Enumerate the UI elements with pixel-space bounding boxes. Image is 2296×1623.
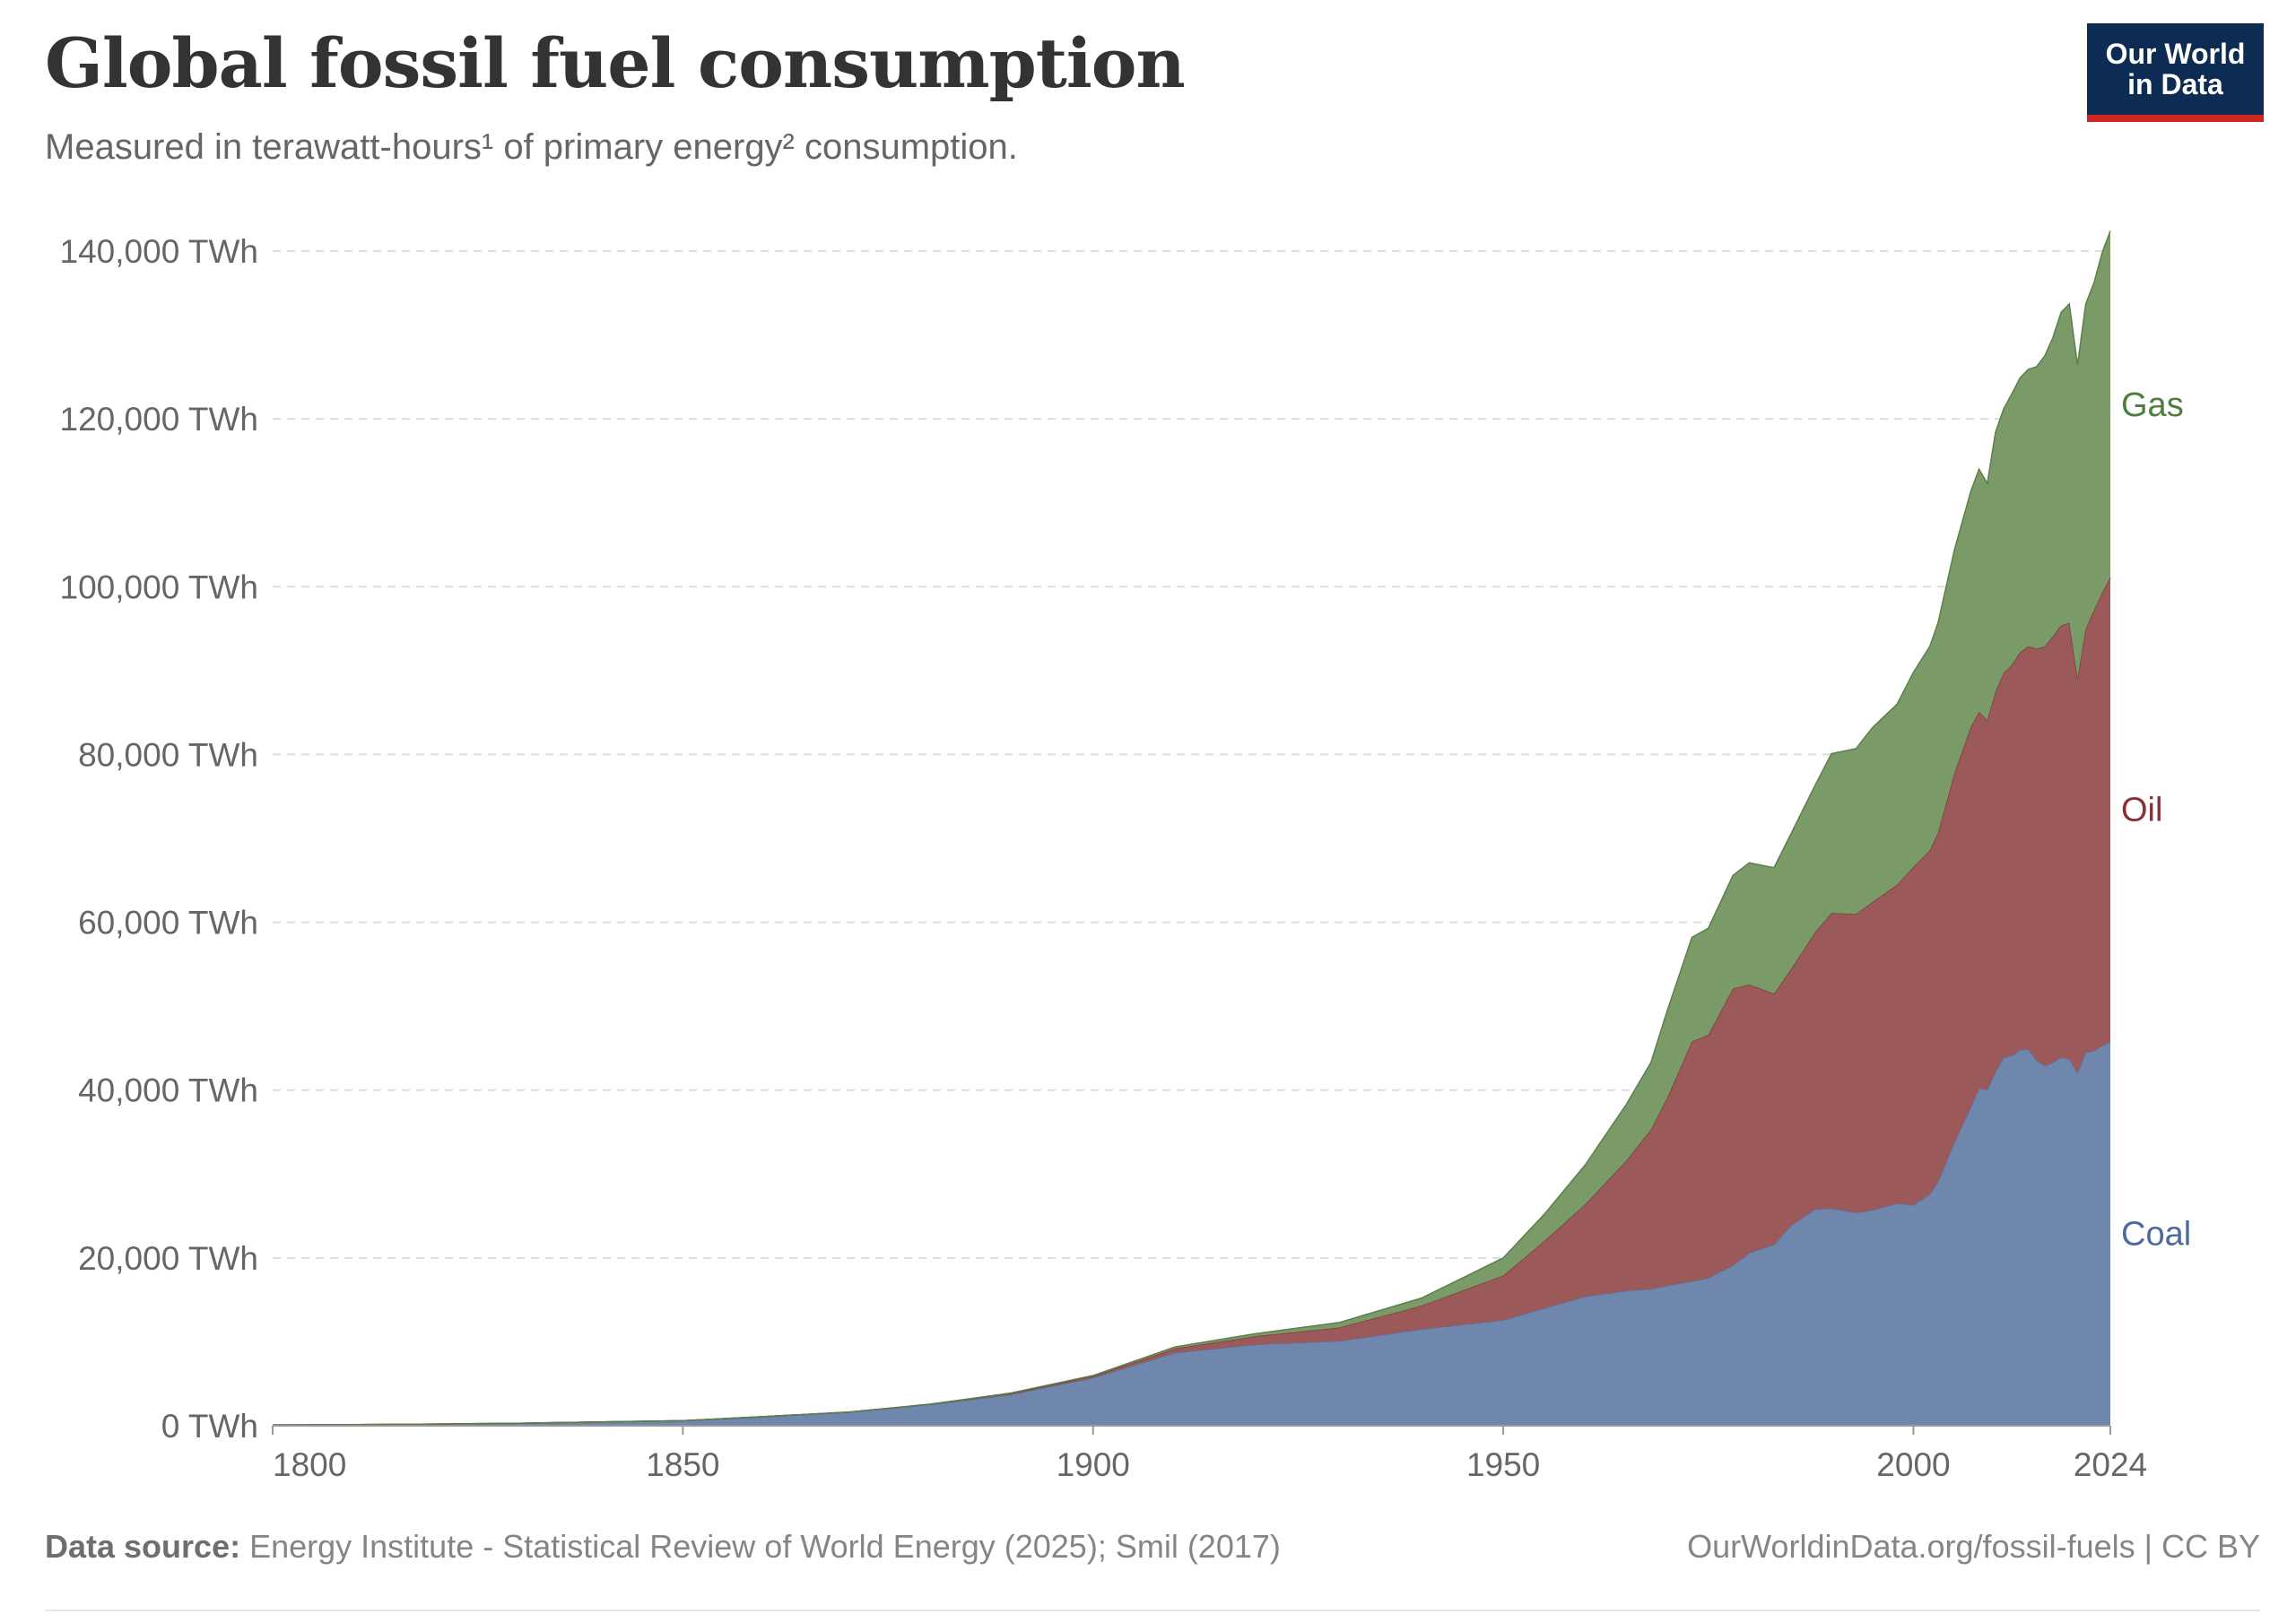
y-tick-label: 80,000 TWh	[78, 736, 258, 773]
x-axis: 1800 1850 1900 1950 2000 2024	[272, 1425, 2147, 1483]
y-tick-label: 140,000 TWh	[60, 233, 258, 270]
stacked-area-chart: 0 TWh 20,000 TWh 40,000 TWh 60,000 TWh 80,00…	[60, 230, 2191, 1483]
series-label-oil[interactable]: Oil	[2121, 792, 2162, 829]
data-source: Data source: Energy Institute - Statisti…	[45, 1528, 1281, 1566]
logo-line-1: Our World	[2105, 38, 2246, 70]
chart-subtitle: Measured in terawatt-hours¹ of primary e…	[45, 127, 1018, 167]
x-tick-label: 2024	[2074, 1446, 2147, 1483]
y-axis: 0 TWh 20,000 TWh 40,000 TWh 60,000 TWh 80,00…	[60, 233, 258, 1445]
x-tick-label: 1950	[1466, 1446, 1540, 1483]
chart-title: Global fossil fuel consumption	[45, 23, 1186, 103]
data-source-text: Energy Institute - Statistical Review of…	[240, 1528, 1281, 1565]
y-tick-label: 120,000 TWh	[60, 401, 258, 438]
y-tick-label: 100,000 TWh	[60, 568, 258, 605]
y-tick-label: 0 TWh	[161, 1408, 258, 1445]
series-label-gas[interactable]: Gas	[2121, 386, 2184, 424]
gridlines	[273, 250, 2110, 1259]
data-source-label: Data source:	[45, 1528, 241, 1565]
bottom-divider	[45, 1610, 2260, 1611]
y-tick-label: 60,000 TWh	[78, 905, 258, 942]
y-tick-label: 40,000 TWh	[78, 1072, 258, 1109]
area-coal[interactable]	[273, 1041, 2110, 1426]
series-label-coal[interactable]: Coal	[2121, 1216, 2191, 1254]
area-oil[interactable]	[273, 577, 2110, 1426]
chart-areas[interactable]	[272, 230, 2111, 1426]
series-line-gas	[272, 230, 2111, 1426]
y-tick-label: 20,000 TWh	[78, 1240, 258, 1277]
logo-line-2: in Data	[2127, 68, 2223, 100]
owid-logo[interactable]: Our World in Data	[2087, 23, 2264, 122]
series-labels: Coal Oil Gas	[2121, 386, 2191, 1254]
credit-link[interactable]: OurWorldinData.org/fossil-fuels | CC BY	[1687, 1528, 2260, 1565]
x-tick-label: 1850	[646, 1446, 719, 1483]
x-tick-label: 1800	[273, 1446, 346, 1483]
x-tick-label: 2000	[1876, 1446, 1950, 1483]
area-gas[interactable]	[273, 230, 2110, 1426]
x-tick-label: 1900	[1057, 1446, 1130, 1483]
